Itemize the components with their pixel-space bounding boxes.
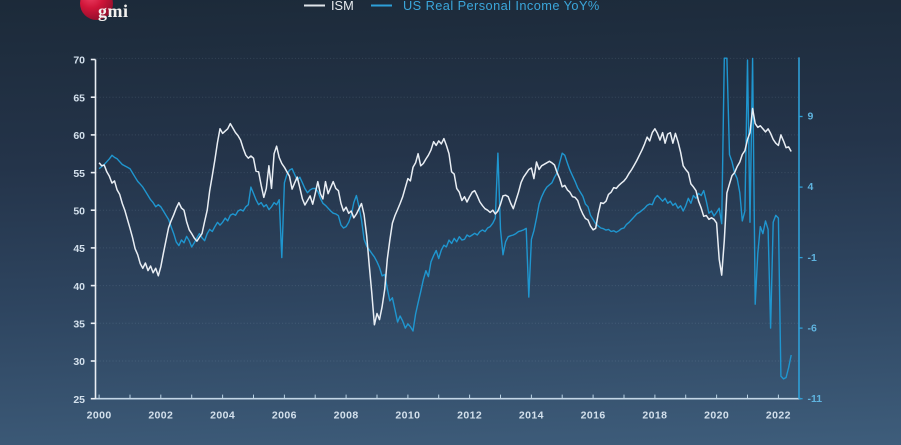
svg-text:70: 70: [73, 55, 85, 67]
svg-text:2020: 2020: [704, 410, 729, 422]
svg-text:-11: -11: [808, 393, 823, 405]
svg-text:2022: 2022: [766, 410, 791, 422]
svg-text:2008: 2008: [334, 410, 359, 422]
svg-text:35: 35: [73, 319, 85, 331]
svg-text:2016: 2016: [581, 410, 606, 422]
svg-text:45: 45: [73, 243, 85, 255]
svg-text:40: 40: [73, 281, 85, 293]
svg-text:2012: 2012: [457, 410, 482, 422]
svg-text:2006: 2006: [272, 410, 297, 422]
svg-text:2018: 2018: [642, 410, 667, 422]
svg-text:-1: -1: [808, 252, 817, 264]
svg-text:US Real Personal Income YoY%: US Real Personal Income YoY%: [403, 0, 600, 13]
svg-text:2010: 2010: [395, 410, 420, 422]
svg-text:ISM: ISM: [331, 0, 354, 13]
svg-text:65: 65: [73, 92, 85, 104]
svg-text:2014: 2014: [519, 410, 544, 422]
svg-text:2004: 2004: [210, 410, 235, 422]
svg-text:30: 30: [73, 356, 85, 368]
svg-text:50: 50: [73, 205, 85, 217]
svg-text:2000: 2000: [87, 410, 112, 422]
svg-text:60: 60: [73, 130, 85, 142]
svg-text:9: 9: [808, 111, 814, 123]
svg-text:4: 4: [808, 181, 814, 193]
svg-text:2002: 2002: [148, 410, 173, 422]
svg-text:55: 55: [73, 168, 85, 180]
svg-text:-6: -6: [808, 322, 817, 334]
svg-text:25: 25: [73, 394, 85, 406]
